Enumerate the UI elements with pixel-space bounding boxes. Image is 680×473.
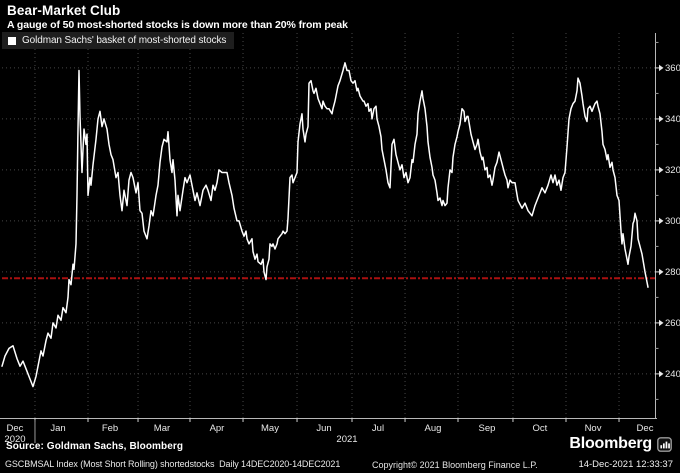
legend: Goldman Sachs' basket of most-shorted st… — [2, 32, 235, 49]
y-tick-arrow-icon — [659, 64, 664, 72]
y-tick-arrow-icon — [659, 115, 664, 123]
y-tick-arrow-icon — [659, 268, 664, 276]
x-year-label: 2020 — [4, 434, 25, 445]
bloomberg-logo-icon — [657, 436, 672, 452]
source-line: Source: Goldman Sachs, Bloomberg — [6, 441, 184, 452]
y-tick-label: 260 — [665, 318, 680, 329]
legend-swatch-icon — [8, 36, 16, 45]
legend-label: Goldman Sachs' basket of most-shorted st… — [22, 35, 227, 46]
y-tick-label: 320 — [665, 165, 680, 176]
y-tick-label: 240 — [665, 369, 680, 380]
series-line — [1, 62, 649, 388]
x-month-label: Mar — [154, 423, 170, 434]
x-month-label: Apr — [210, 423, 225, 434]
timestamp: 14-Dec-2021 12:33:37 — [578, 459, 673, 470]
bloomberg-brand: Bloomberg — [569, 435, 672, 453]
x-month-label: Sep — [479, 423, 496, 434]
y-tick-arrow-icon — [659, 370, 664, 378]
x-month-label: Aug — [425, 423, 442, 434]
chart-subtitle: A gauge of 50 most-shorted stocks is dow… — [7, 19, 348, 31]
x-year-label: 2021 — [336, 434, 357, 445]
y-tick-arrow-icon — [659, 166, 664, 174]
page-title: Bear-Market Club — [7, 3, 121, 18]
x-month-label: Nov — [585, 423, 602, 434]
x-month-label: Feb — [102, 423, 118, 434]
x-month-label: Jun — [316, 423, 331, 434]
x-month-label: May — [261, 423, 279, 434]
y-tick-label: 300 — [665, 216, 680, 227]
y-tick-label: 280 — [665, 267, 680, 278]
copyright-notice: Copyright© 2021 Bloomberg Finance L.P. — [372, 460, 538, 470]
y-tick-arrow-icon — [659, 319, 664, 327]
index-meta: GSCBMSAL Index (Most Short Rolling) shor… — [5, 459, 341, 469]
x-month-label: Dec — [637, 423, 654, 434]
y-tick-label: 340 — [665, 114, 680, 125]
x-month-label: Jul — [372, 423, 384, 434]
x-month-label: Dec — [7, 423, 24, 434]
x-month-label: Jan — [50, 423, 65, 434]
bloomberg-wordmark: Bloomberg — [569, 435, 652, 452]
y-tick-arrow-icon — [659, 217, 664, 225]
y-tick-label: 360 — [665, 63, 680, 74]
x-month-label: Oct — [533, 423, 548, 434]
